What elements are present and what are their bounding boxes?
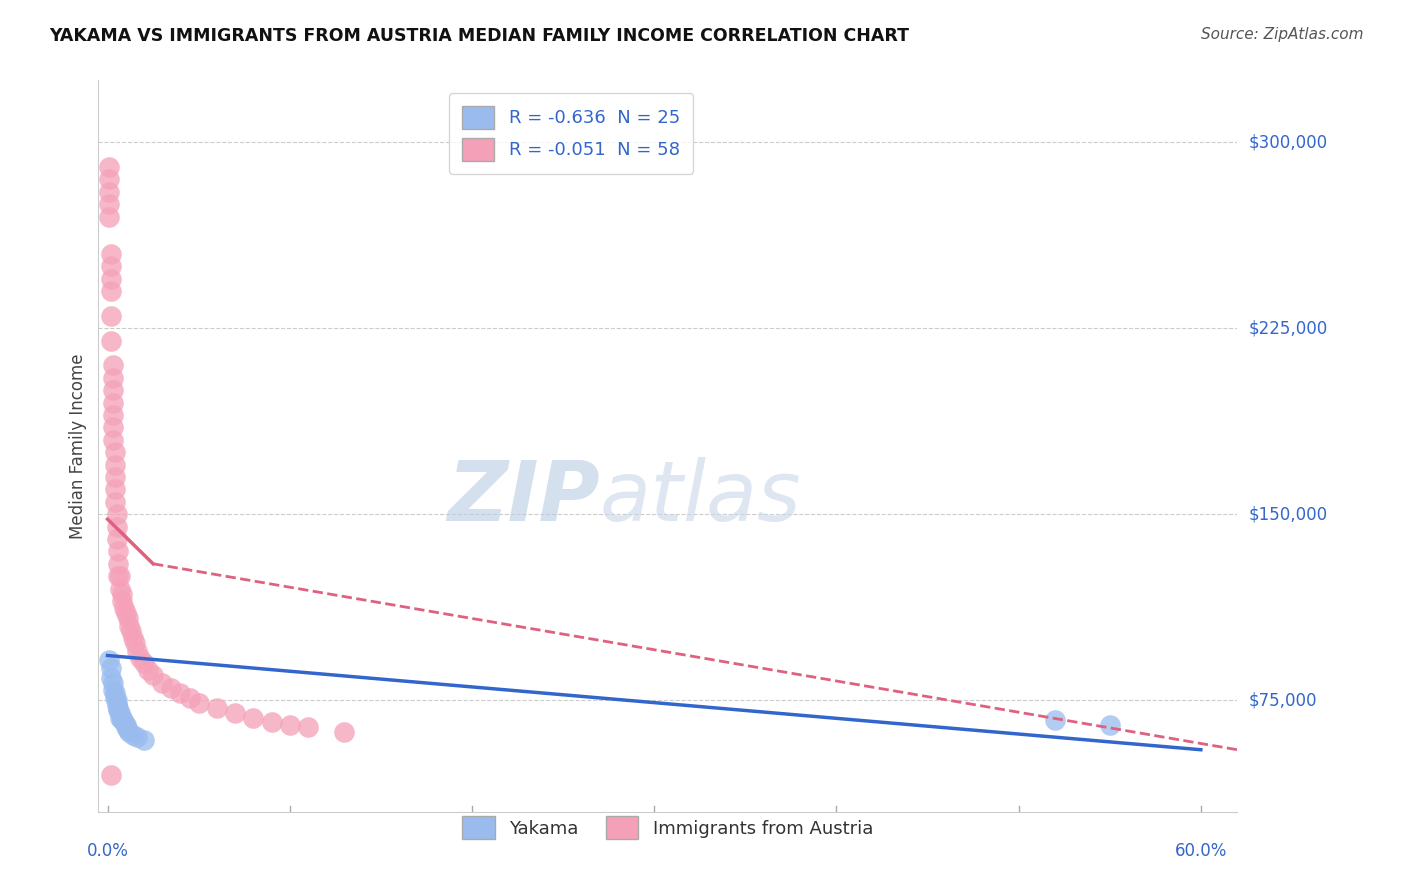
Point xyxy=(100,271,122,285)
Point xyxy=(101,408,124,422)
Point xyxy=(110,706,132,720)
Y-axis label: Median Family Income: Median Family Income xyxy=(69,353,87,539)
Point xyxy=(112,715,135,730)
Point xyxy=(242,710,264,724)
Point xyxy=(101,433,124,447)
Point xyxy=(98,185,121,199)
Text: 60.0%: 60.0% xyxy=(1174,842,1227,860)
Point xyxy=(98,210,121,224)
Point xyxy=(101,395,124,409)
Point xyxy=(125,643,148,657)
Point xyxy=(104,470,127,484)
Point xyxy=(111,710,134,724)
Point xyxy=(101,359,124,373)
Point xyxy=(169,686,191,700)
Point xyxy=(107,557,129,571)
Point xyxy=(104,483,127,497)
Point xyxy=(105,507,128,521)
Point xyxy=(114,720,136,734)
Point xyxy=(118,725,141,739)
Point xyxy=(111,713,134,727)
Point xyxy=(100,661,122,675)
Point xyxy=(101,383,124,397)
Point xyxy=(110,710,132,724)
Point xyxy=(105,519,128,533)
Point xyxy=(129,651,152,665)
Point xyxy=(107,703,129,717)
Text: YAKAMA VS IMMIGRANTS FROM AUSTRIA MEDIAN FAMILY INCOME CORRELATION CHART: YAKAMA VS IMMIGRANTS FROM AUSTRIA MEDIAN… xyxy=(49,27,910,45)
Point xyxy=(1098,718,1121,732)
Point xyxy=(100,247,122,261)
Point xyxy=(260,715,283,730)
Point xyxy=(100,767,122,781)
Point xyxy=(98,197,121,211)
Point xyxy=(100,259,122,273)
Point xyxy=(122,728,145,742)
Point xyxy=(117,611,139,625)
Point xyxy=(1043,713,1066,727)
Point xyxy=(278,718,301,732)
Legend: Yakama, Immigrants from Austria: Yakama, Immigrants from Austria xyxy=(456,809,880,847)
Text: ZIP: ZIP xyxy=(447,457,599,538)
Point xyxy=(132,656,155,670)
Point xyxy=(104,445,127,459)
Point xyxy=(111,586,134,600)
Text: 0.0%: 0.0% xyxy=(87,842,128,860)
Point xyxy=(101,683,124,698)
Point xyxy=(104,458,127,472)
Point xyxy=(107,569,129,583)
Point xyxy=(125,731,148,745)
Point xyxy=(142,668,165,682)
Text: $300,000: $300,000 xyxy=(1249,133,1327,152)
Point xyxy=(136,664,159,678)
Point xyxy=(179,690,201,705)
Point xyxy=(333,725,356,739)
Point xyxy=(104,495,127,509)
Text: $225,000: $225,000 xyxy=(1249,319,1327,337)
Point xyxy=(120,624,142,638)
Point xyxy=(101,420,124,434)
Point xyxy=(187,696,209,710)
Point xyxy=(110,569,132,583)
Point xyxy=(100,671,122,685)
Point xyxy=(122,631,145,645)
Point xyxy=(111,594,134,608)
Point xyxy=(100,284,122,298)
Point xyxy=(110,582,132,596)
Point xyxy=(132,732,155,747)
Point xyxy=(114,718,136,732)
Point xyxy=(114,607,136,621)
Point xyxy=(98,653,121,667)
Point xyxy=(101,675,124,690)
Point xyxy=(124,636,146,650)
Point xyxy=(150,675,173,690)
Point xyxy=(297,720,319,734)
Text: $150,000: $150,000 xyxy=(1249,505,1327,524)
Point xyxy=(105,698,128,712)
Point xyxy=(100,309,122,323)
Point xyxy=(224,706,246,720)
Point xyxy=(104,690,127,705)
Point xyxy=(117,723,139,737)
Point xyxy=(100,334,122,348)
Text: atlas: atlas xyxy=(599,457,801,538)
Text: Source: ZipAtlas.com: Source: ZipAtlas.com xyxy=(1201,27,1364,42)
Point xyxy=(107,700,129,714)
Point xyxy=(101,371,124,385)
Point xyxy=(107,544,129,558)
Point xyxy=(98,172,121,186)
Point xyxy=(205,700,228,714)
Point xyxy=(98,160,121,174)
Point xyxy=(105,693,128,707)
Point xyxy=(118,619,141,633)
Point xyxy=(112,601,135,615)
Point xyxy=(160,681,183,695)
Point xyxy=(105,532,128,546)
Point xyxy=(104,686,127,700)
Text: $75,000: $75,000 xyxy=(1249,691,1317,709)
